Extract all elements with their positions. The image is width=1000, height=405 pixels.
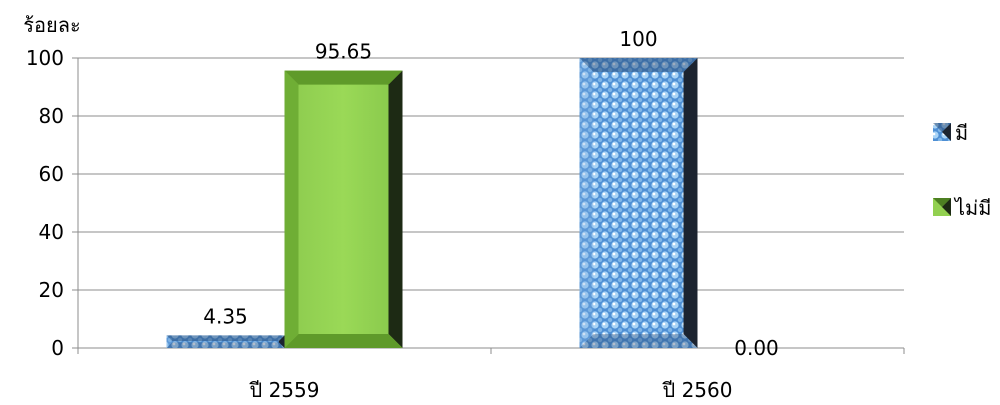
y-tick-label: 60 bbox=[39, 162, 64, 186]
legend: มีไม่มี bbox=[933, 121, 991, 220]
legend-item: ไม่มี bbox=[933, 196, 991, 220]
y-tick-label: 80 bbox=[39, 104, 64, 128]
legend-swatch-shade bbox=[942, 123, 951, 141]
bar-bevel-right bbox=[278, 335, 285, 348]
data-label: 0.00 bbox=[734, 336, 779, 360]
y-tick-label: 0 bbox=[51, 336, 64, 360]
legend-swatch-bevel bbox=[933, 198, 951, 207]
bar bbox=[166, 335, 285, 348]
legend-label: ไม่มี bbox=[953, 196, 991, 220]
legend-item: มี bbox=[933, 121, 968, 145]
axes: 0 20 40 60 80 100 ปี 2559 ปี 2560 bbox=[26, 46, 905, 402]
bar-bevel-left bbox=[166, 335, 173, 348]
bar-bevel-top bbox=[579, 58, 698, 72]
bar-bevel-bottom bbox=[579, 334, 698, 348]
bar-bevel-left bbox=[579, 58, 594, 348]
data-label: 95.65 bbox=[315, 40, 372, 64]
y-tick-label: 40 bbox=[39, 220, 64, 244]
y-axis-label: ร้อยละ bbox=[23, 13, 80, 37]
bar-bevel-bottom bbox=[284, 334, 403, 348]
bar-bevel-top bbox=[284, 70, 403, 85]
bar-face bbox=[166, 335, 285, 348]
bar-bevel-right bbox=[683, 58, 698, 348]
legend-label: มี bbox=[955, 121, 968, 145]
bar-face bbox=[579, 58, 698, 348]
bar-face bbox=[284, 70, 403, 349]
bar-bevel-top bbox=[166, 335, 285, 342]
bar bbox=[579, 58, 698, 348]
y-tick-label: 100 bbox=[26, 46, 64, 70]
x-tick-label: ปี 2559 bbox=[249, 378, 319, 402]
data-label: 4.35 bbox=[203, 304, 248, 328]
bar-bevel-right bbox=[388, 70, 403, 349]
data-labels: 4.35 95.65 100 0.00 bbox=[203, 27, 779, 360]
legend-swatch-bevel bbox=[933, 123, 951, 132]
bar bbox=[284, 70, 403, 349]
x-tick-label: ปี 2560 bbox=[662, 378, 732, 402]
legend-swatch-shade bbox=[942, 198, 951, 216]
gridlines bbox=[78, 57, 904, 349]
bar-bevel-left bbox=[284, 70, 299, 349]
bar-bevel-bottom bbox=[166, 342, 285, 348]
data-label: 100 bbox=[619, 27, 657, 51]
bars bbox=[166, 58, 698, 349]
y-tick-label: 20 bbox=[39, 278, 64, 302]
